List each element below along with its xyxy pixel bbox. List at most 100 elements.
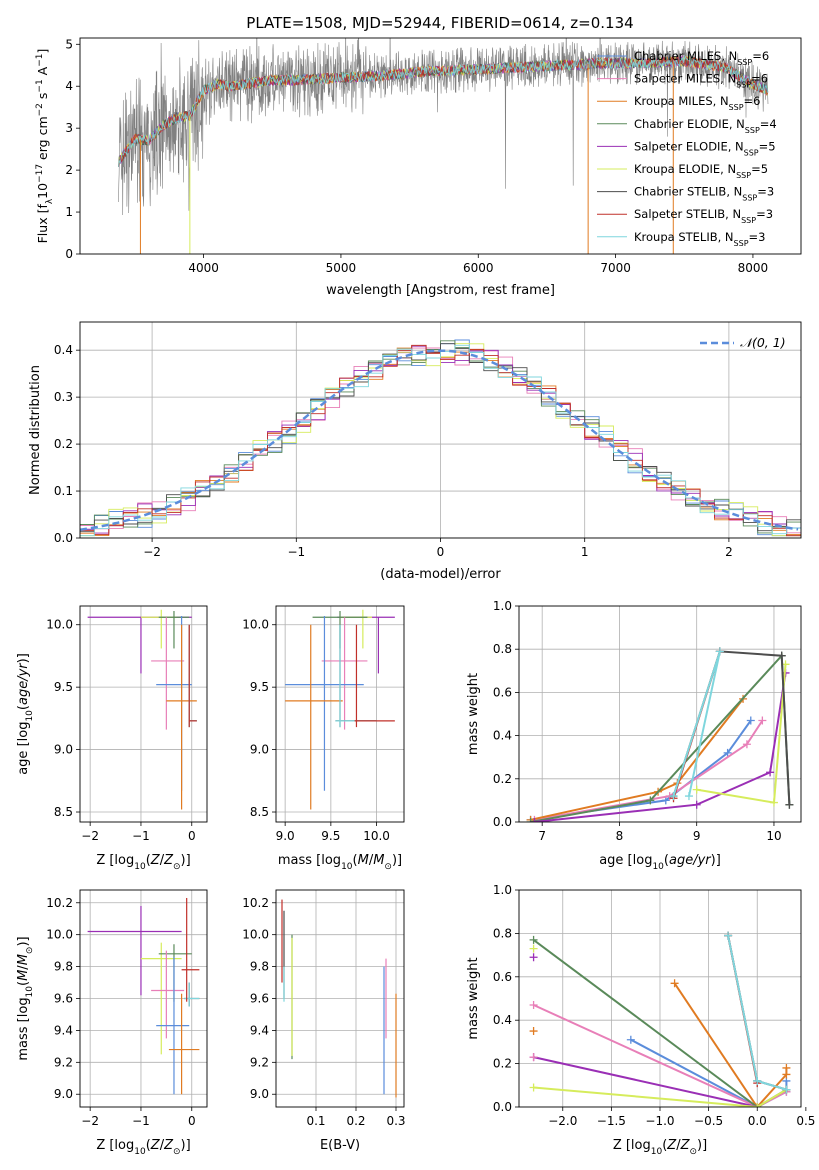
x-tick-label: 0.0 <box>748 1114 767 1128</box>
legend-sub: SSP <box>734 238 749 247</box>
x-tick-label: 0.3 <box>386 1114 405 1128</box>
plot-area <box>519 606 801 822</box>
label-part: / <box>369 853 374 868</box>
label-part: )] <box>16 936 31 946</box>
legend-text: Salpeter STELIB, N <box>634 207 741 221</box>
y-tick-label: 10.2 <box>242 896 269 910</box>
axes-frame <box>79 605 208 823</box>
label-part: / <box>160 1138 165 1153</box>
plus-marker <box>715 647 724 656</box>
x-tick-label: −0.5 <box>694 1114 723 1128</box>
errorbar-salpeter-stelib <box>188 624 197 728</box>
x-tick-label: 6000 <box>463 261 494 275</box>
plus-marker <box>529 1027 538 1036</box>
x-axis-label: Z [log10(Z/Z⊙)] <box>96 1138 190 1157</box>
y-tick-label: 8.5 <box>54 805 73 819</box>
y-tick-label: 0.1 <box>54 484 73 498</box>
y-tick-label: 0.4 <box>493 729 512 743</box>
y-tick-label: 0.0 <box>54 531 73 545</box>
y-axis-label: Normed distribution <box>28 365 43 495</box>
legend-sub: SSP <box>729 103 744 112</box>
y-tick-label: 0.8 <box>493 926 512 940</box>
label-part: −17 <box>35 164 45 183</box>
label-part: ( <box>146 853 151 868</box>
y-tick-label: 1.0 <box>493 883 512 897</box>
y-tick-label: 0.0 <box>493 815 512 829</box>
errorbar-salpeter-elodie <box>337 616 395 674</box>
legend-label: Kroupa ELODIE, NSSP=5 <box>634 162 768 180</box>
x-tick-label: −2 <box>81 829 99 843</box>
plus-marker <box>782 1063 791 1072</box>
x-tick-label: 10.0 <box>363 829 390 843</box>
label-part: / <box>160 853 165 868</box>
y-tick-label: 10.0 <box>242 928 269 942</box>
y-tick-label: 0.8 <box>493 642 512 656</box>
weight-line-salpeter-miles <box>533 1004 787 1107</box>
plus-marker <box>785 800 794 809</box>
weight-line-kroupa-elodie <box>533 1086 787 1107</box>
legend-value: 3 <box>766 207 773 221</box>
axes-frame <box>518 605 802 823</box>
x-tick-label: 0.2 <box>346 1114 365 1128</box>
legend-value: 4 <box>769 117 776 131</box>
plus-marker <box>529 944 538 953</box>
axes-frame <box>275 889 405 1108</box>
legend-text: Chabrier ELODIE, N <box>634 117 745 131</box>
plus-marker <box>692 800 701 809</box>
plus-marker <box>646 796 655 805</box>
legend-value: 6 <box>762 49 769 63</box>
label-part: λ <box>45 198 55 204</box>
y-tick-label: 0.6 <box>493 970 512 984</box>
label-part: M <box>373 853 384 868</box>
plus-marker <box>753 1103 762 1107</box>
legend-sub: SSP <box>741 216 756 225</box>
label-part: )] <box>392 853 402 868</box>
errorbar-kroupa-stelib <box>188 624 197 728</box>
label-part: s <box>35 93 50 104</box>
data-spectrum-line <box>118 38 769 216</box>
y-tick-label: 9.0 <box>250 1087 269 1101</box>
legend-eq: = <box>757 185 767 199</box>
plus-marker <box>526 818 535 822</box>
y-tick-label: 10.0 <box>46 618 73 632</box>
plus-marker <box>529 1053 538 1062</box>
label-part: M <box>16 970 31 981</box>
legend-eq: = <box>751 72 761 86</box>
legend-text: Kroupa ELODIE, N <box>634 162 736 176</box>
label-part: age [log <box>16 722 31 775</box>
y-tick-label: 0.2 <box>493 1057 512 1071</box>
legend-sub: SSP <box>744 148 759 157</box>
plus-marker <box>724 931 733 940</box>
plot-area <box>80 890 207 1107</box>
label-part: 10 <box>651 1147 663 1157</box>
legend-eq: = <box>756 207 766 221</box>
label-part: 10 <box>35 183 50 199</box>
legend-sub: SSP <box>737 58 752 67</box>
x-tick-label: −1.5 <box>597 1114 626 1128</box>
label-part: ⊙ <box>173 1147 181 1157</box>
x-tick-label: 10 <box>766 829 781 843</box>
label-part: −2 <box>35 103 45 116</box>
errorbar-chabrier-stelib <box>188 624 197 728</box>
legend-text: Chabrier MILES, N <box>634 49 737 63</box>
label-part: Z <box>150 853 161 868</box>
legend-sub: SSP <box>736 80 751 89</box>
weight-line-salpeter-elodie <box>533 1056 758 1107</box>
y-tick-label: 0.0 <box>493 1100 512 1114</box>
x-tick-label: −1 <box>287 545 305 559</box>
errorbar-chabrier-miles <box>156 957 190 1095</box>
y-tick-label: 9.6 <box>250 992 269 1006</box>
label-part: ] <box>35 49 50 54</box>
plus-marker <box>529 1001 538 1010</box>
label-part: mass [log <box>278 853 341 868</box>
x-tick-label: 9.5 <box>321 829 340 843</box>
weight-line-salpeter-miles <box>534 719 764 821</box>
legend-value: 3 <box>767 185 774 199</box>
plus-marker <box>766 768 775 777</box>
label-part: ⊙ <box>173 862 181 872</box>
y-tick-label: 9.5 <box>54 680 73 694</box>
errorbar-salpeter-elodie <box>87 905 182 996</box>
label-part: / <box>676 1138 681 1153</box>
